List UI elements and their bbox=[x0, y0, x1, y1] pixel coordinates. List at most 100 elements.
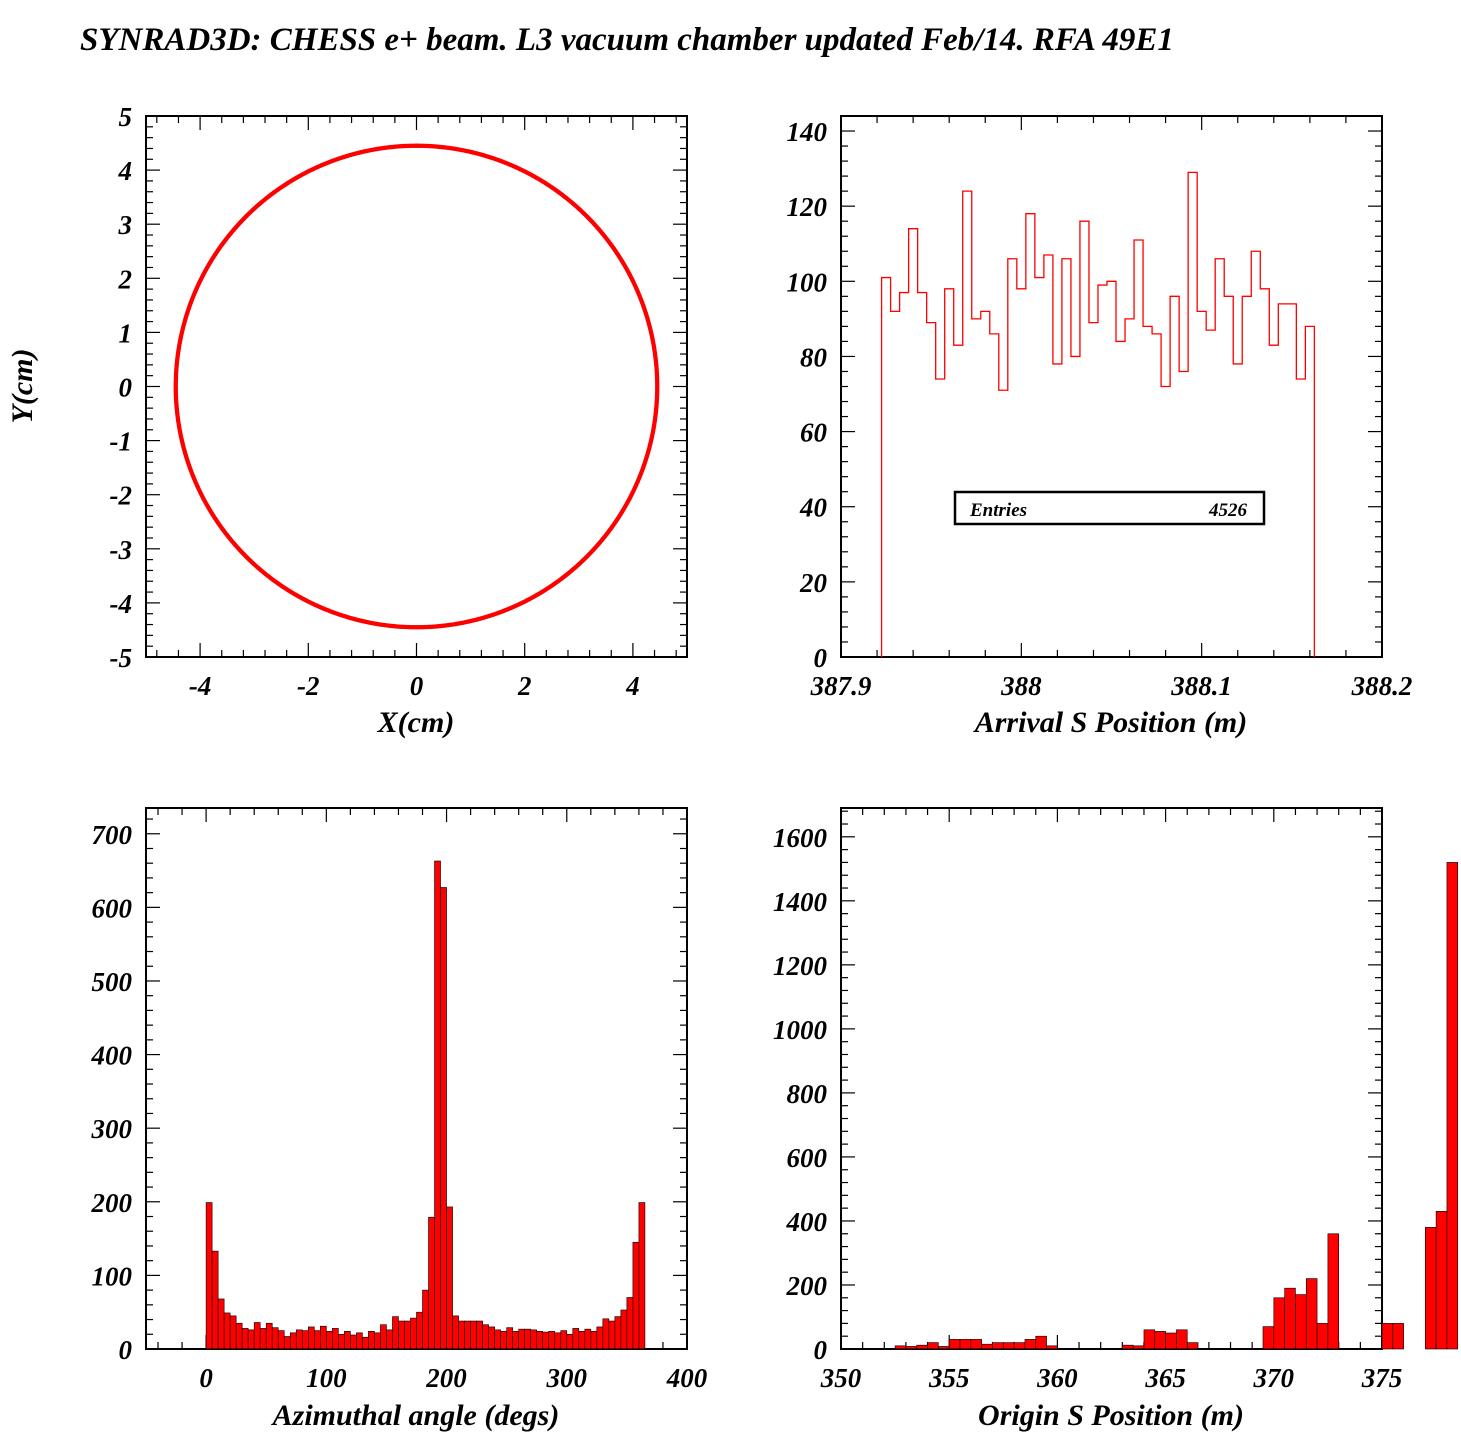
x-tick-label: -2 bbox=[297, 671, 320, 701]
histogram-bin bbox=[1295, 1294, 1307, 1350]
histogram-bin bbox=[981, 311, 990, 657]
y-tick-label: 400 bbox=[91, 1041, 133, 1071]
y-tick-label: -5 bbox=[110, 643, 133, 673]
histogram-bin bbox=[1170, 296, 1179, 657]
histogram-bin bbox=[981, 1343, 993, 1350]
y-tick-label: 1400 bbox=[773, 887, 828, 917]
histogram-bin bbox=[530, 1329, 538, 1350]
histogram-bin bbox=[945, 289, 954, 657]
histogram-bin bbox=[524, 1328, 532, 1350]
histogram-bin bbox=[223, 1312, 231, 1350]
histogram-bin bbox=[1080, 221, 1089, 657]
y-tick-label: 200 bbox=[786, 1271, 828, 1301]
histogram-bin bbox=[512, 1331, 519, 1350]
x-tick-label: 0 bbox=[410, 671, 424, 701]
x-tick-label: 4 bbox=[625, 671, 640, 701]
histogram-bin bbox=[1044, 255, 1053, 657]
histogram-bin bbox=[566, 1333, 574, 1350]
histogram-bin bbox=[909, 229, 918, 657]
xy-ticks bbox=[146, 115, 687, 658]
x-tick-label: 375 bbox=[1361, 1363, 1403, 1393]
histogram-bin bbox=[440, 887, 447, 1350]
histogram-bin bbox=[918, 293, 927, 657]
x-tick-label: 2 bbox=[517, 671, 532, 701]
x-tick-label: 388 bbox=[1000, 671, 1042, 701]
x-tick-label: 387.9 bbox=[810, 671, 872, 701]
y-tick-label: 60 bbox=[800, 418, 828, 448]
x-tick-label: 388.2 bbox=[1351, 671, 1413, 701]
histogram-bin bbox=[1262, 1326, 1275, 1350]
y-tick-label: 100 bbox=[787, 267, 828, 297]
arrival-plot-frame bbox=[840, 115, 1383, 658]
arrival-x-axis-title: Arrival S Position (m) bbox=[973, 706, 1248, 739]
azimuth-x-axis-title: Azimuthal angle (degs) bbox=[271, 1399, 560, 1432]
histogram-bin bbox=[992, 1342, 1004, 1350]
histogram-bin bbox=[398, 1320, 405, 1350]
histogram-bin bbox=[632, 1241, 640, 1350]
histogram-bin bbox=[314, 1330, 321, 1350]
histogram-bin bbox=[428, 1216, 435, 1350]
histogram-bin bbox=[1197, 311, 1206, 657]
histogram-bin bbox=[1251, 251, 1260, 657]
histogram-bin bbox=[211, 1250, 219, 1350]
histogram-bin bbox=[560, 1330, 568, 1350]
histogram-bin bbox=[900, 293, 909, 657]
arrival-stats-box: Entries 4526 bbox=[953, 490, 1266, 526]
y-tick-label: 0 bbox=[119, 373, 133, 403]
x-tick-label: -4 bbox=[189, 671, 212, 701]
figure-title: SYNRAD3D: CHESS e+ beam. L3 vacuum chamb… bbox=[80, 22, 1174, 58]
histogram-bin bbox=[344, 1331, 351, 1350]
histogram-bin bbox=[1188, 172, 1197, 657]
y-tick-label: 200 bbox=[91, 1188, 133, 1218]
origin-bars bbox=[840, 862, 1459, 1350]
histogram-bin bbox=[392, 1316, 399, 1350]
histogram-bin bbox=[584, 1328, 592, 1350]
histogram-bin bbox=[1327, 1233, 1340, 1350]
histogram-bin bbox=[356, 1332, 363, 1350]
histogram-bin bbox=[638, 1202, 646, 1350]
histogram-bin bbox=[374, 1332, 381, 1350]
histogram-bin bbox=[217, 1298, 225, 1350]
histogram-bin bbox=[289, 1332, 297, 1350]
histogram-bin bbox=[1134, 240, 1143, 657]
x-tick-label: 360 bbox=[1036, 1363, 1078, 1393]
histogram-bin bbox=[283, 1336, 291, 1350]
x-tick-label: 365 bbox=[1144, 1363, 1186, 1393]
histogram-bin bbox=[1381, 1323, 1394, 1350]
histogram-bin bbox=[936, 379, 945, 657]
histogram-bin bbox=[446, 1206, 453, 1350]
histogram-bin bbox=[1143, 1329, 1156, 1350]
x-tick-label: 300 bbox=[546, 1363, 588, 1393]
y-tick-label: 500 bbox=[92, 967, 133, 997]
histogram-bin bbox=[1089, 323, 1098, 657]
histogram-bin bbox=[259, 1328, 267, 1350]
arrival-tick-labels: 387.9 388 388.1 388.2 0 20 40 60 80 100 120 140 bbox=[787, 117, 1413, 701]
y-tick-label: 2 bbox=[118, 264, 133, 294]
histogram-bin bbox=[410, 1317, 417, 1350]
x-tick-label: 100 bbox=[306, 1363, 347, 1393]
histogram-bin bbox=[404, 1320, 411, 1350]
histogram-bin bbox=[380, 1324, 387, 1350]
histogram-bin bbox=[1002, 1342, 1015, 1350]
histogram-bin bbox=[572, 1328, 580, 1350]
xy-x-axis-title: X(cm) bbox=[377, 706, 455, 739]
y-tick-label: 4 bbox=[118, 156, 133, 186]
histogram-bin bbox=[1269, 345, 1278, 657]
histogram-bin bbox=[1224, 296, 1233, 657]
histogram-bin bbox=[626, 1297, 634, 1350]
x-tick-label: 355 bbox=[928, 1363, 970, 1393]
histogram-bin bbox=[350, 1334, 357, 1350]
histogram-bin bbox=[1186, 1342, 1199, 1350]
histogram-bin bbox=[927, 323, 936, 657]
panel-azimuth: 0 100 200 300 400 0 100 200 300 400 500 600 700 Azim… bbox=[91, 807, 708, 1432]
histogram-bin bbox=[554, 1332, 562, 1350]
histogram-bin bbox=[320, 1325, 327, 1350]
histogram-bin bbox=[452, 1315, 459, 1350]
xy-tick-labels: -4 -2 0 2 4 -5 -4 -3 -2 -1 0 1 2 3 4 5 bbox=[110, 102, 640, 701]
histogram-bin bbox=[614, 1316, 622, 1350]
y-tick-label: 1200 bbox=[773, 951, 828, 981]
histogram-bin bbox=[1017, 289, 1026, 657]
histogram-bin bbox=[1305, 326, 1314, 657]
histogram-bin bbox=[362, 1336, 369, 1350]
histogram-bin bbox=[386, 1329, 393, 1350]
